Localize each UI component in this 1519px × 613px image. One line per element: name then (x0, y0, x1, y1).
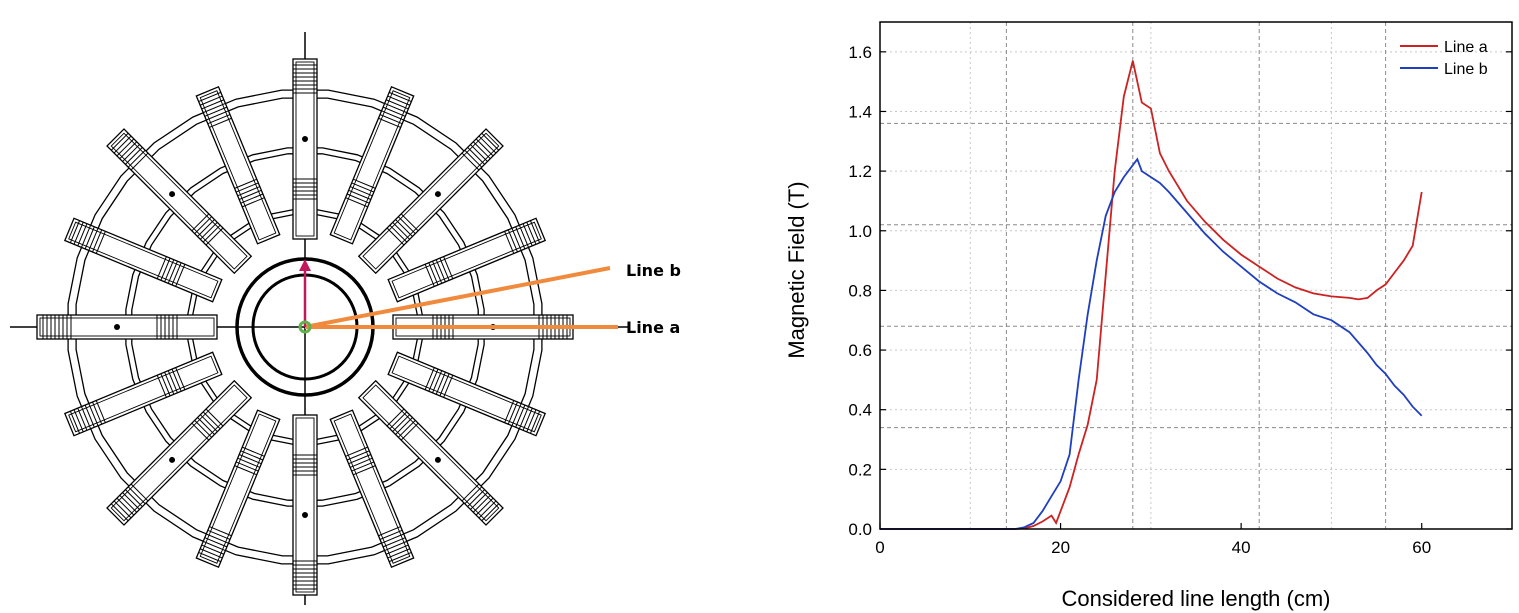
x-tick-label: 60 (1412, 538, 1431, 557)
plot-frame (879, 21, 1513, 530)
coil-structure (10, 32, 630, 605)
radial-coil (387, 217, 547, 303)
y-axis-title: Magnetic Field (T) (784, 181, 809, 358)
radial-coil (357, 379, 504, 526)
radial-coil (329, 409, 415, 569)
line-a-label: Line a (626, 318, 680, 337)
radial-coil (36, 314, 218, 340)
chart-ticks: 0 20 40 60 0.0 0.2 0.4 0.6 0.8 1.0 1.2 1.4 1.6 (848, 43, 1512, 557)
x-tick-label: 20 (1051, 538, 1070, 557)
y-tick-label: 0.4 (848, 401, 872, 420)
radial-coil (63, 217, 223, 303)
legend-label-line-a: Line a (1444, 39, 1488, 56)
radial-coil (292, 414, 318, 596)
center-marker (298, 320, 312, 334)
x-tick-label: 40 (1232, 538, 1251, 557)
series-line-line-a (880, 60, 1423, 530)
y-tick-label: 1.0 (848, 222, 872, 241)
chart-grid (880, 22, 1513, 530)
radial-coil (63, 351, 223, 437)
series-line-line-b (880, 157, 1423, 530)
radial-coil (195, 85, 281, 245)
radial-coil (387, 351, 547, 437)
y-tick-label: 0.8 (848, 281, 872, 300)
coil-cross-section-diagram: Line b Line a (10, 32, 681, 605)
radial-coil (106, 379, 253, 526)
y-tick-label: 1.4 (848, 102, 872, 121)
radius-arrow-head (299, 259, 311, 271)
chart-legend: Line a Line b (1400, 39, 1488, 78)
y-tick-label: 1.2 (848, 162, 872, 181)
magnetic-field-chart: 0 20 40 60 0.0 0.2 0.4 0.6 0.8 1.0 1.2 1.4 1.6 Line … (784, 21, 1513, 611)
line-b-label: Line b (626, 261, 681, 280)
radial-coil (292, 58, 318, 240)
y-tick-label: 0.0 (848, 520, 872, 539)
y-tick-label: 0.6 (848, 341, 872, 360)
x-tick-label: 0 (875, 538, 884, 557)
radial-coil (195, 409, 281, 569)
radial-coil (357, 128, 504, 275)
radial-coil (106, 128, 253, 275)
legend-label-line-b: Line b (1444, 61, 1488, 78)
x-axis-title: Considered line length (cm) (1061, 586, 1330, 611)
radial-coil (329, 85, 415, 245)
chart-series (880, 60, 1423, 530)
line-b-path (304, 266, 611, 329)
y-tick-label: 0.2 (848, 460, 872, 479)
y-tick-label: 1.6 (848, 43, 872, 62)
